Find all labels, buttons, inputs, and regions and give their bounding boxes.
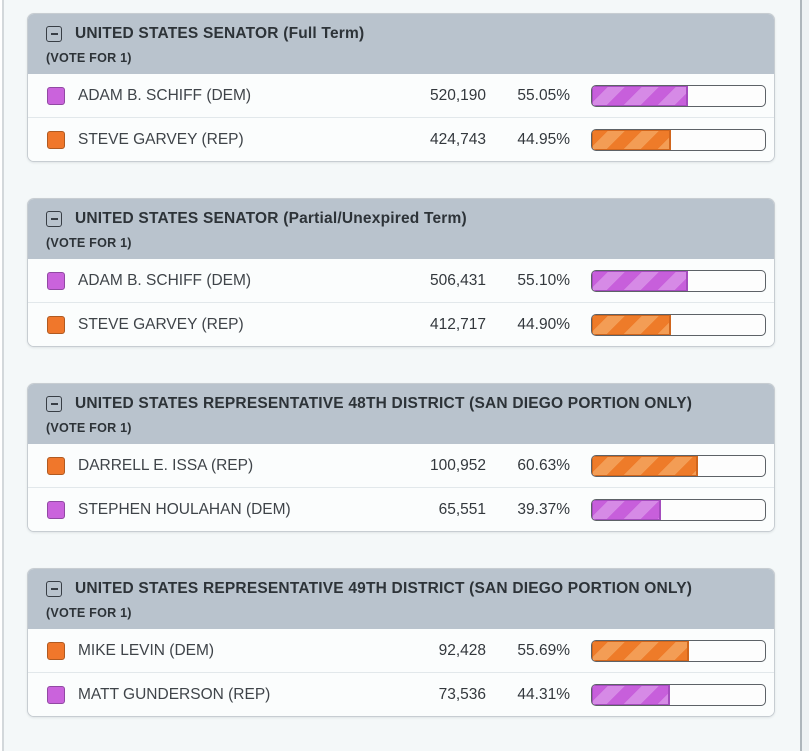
scrollbar-track[interactable] [800, 0, 809, 751]
vote-percent: 55.69% [517, 641, 570, 659]
vote-for-label: (VOTE FOR 1) [46, 606, 132, 620]
election-results-list: UNITED STATES SENATOR (Full Term) (VOTE … [27, 13, 775, 717]
vote-percent: 44.31% [517, 685, 570, 703]
candidate-rows: MIKE LEVIN (DEM) 92,428 55.69% MATT GUND… [28, 629, 774, 716]
collapse-minus-icon[interactable] [46, 581, 62, 597]
contest-title-line: UNITED STATES SENATOR (Partial/Unexpired… [46, 209, 762, 229]
candidate-color-swatch [47, 86, 65, 105]
contest-card: UNITED STATES SENATOR (Full Term) (VOTE … [27, 13, 775, 162]
vote-count: 100,952 [429, 456, 486, 474]
left-frame-line [2, 0, 4, 751]
result-progress-fill [592, 129, 671, 150]
result-progress-fill [592, 684, 670, 705]
result-progress-bar [591, 269, 766, 292]
candidate-row: STEPHEN HOULAHAN (DEM) 65,551 39.37% [28, 487, 774, 531]
vote-count: 73,536 [438, 685, 486, 703]
result-progress-fill [592, 640, 690, 661]
contest-header[interactable]: UNITED STATES SENATOR (Full Term) (VOTE … [28, 14, 774, 74]
contest-title-line: UNITED STATES SENATOR (Full Term) [46, 24, 762, 44]
candidate-color-swatch [47, 500, 65, 519]
result-progress-bar [591, 313, 766, 336]
vote-for-label: (VOTE FOR 1) [46, 421, 132, 435]
candidate-row: MIKE LEVIN (DEM) 92,428 55.69% [28, 629, 774, 672]
vote-percent: 44.95% [517, 130, 570, 148]
contest-title-line: UNITED STATES REPRESENTATIVE 48TH DISTRI… [46, 394, 762, 414]
candidate-name: ADAM B. SCHIFF (DEM) [78, 271, 252, 289]
result-progress-bar [591, 639, 766, 662]
result-progress-fill [592, 499, 662, 520]
result-progress-fill [592, 314, 671, 335]
contest-title: UNITED STATES REPRESENTATIVE 48TH DISTRI… [75, 395, 693, 412]
candidate-rows: ADAM B. SCHIFF (DEM) 520,190 55.05% STEV… [28, 74, 774, 161]
result-progress-bar [591, 498, 766, 521]
contest-card: UNITED STATES REPRESENTATIVE 48TH DISTRI… [27, 383, 775, 532]
result-progress-bar [591, 683, 766, 706]
candidate-rows: ADAM B. SCHIFF (DEM) 506,431 55.10% STEV… [28, 259, 774, 346]
candidate-row: ADAM B. SCHIFF (DEM) 506,431 55.10% [28, 259, 774, 302]
contest-title: UNITED STATES REPRESENTATIVE 49TH DISTRI… [75, 580, 693, 597]
vote-percent: 55.05% [517, 86, 570, 104]
contest-title: UNITED STATES SENATOR (Full Term) [75, 25, 365, 42]
candidate-name: STEVE GARVEY (REP) [78, 315, 244, 333]
vote-count: 92,428 [438, 641, 486, 659]
candidate-name: ADAM B. SCHIFF (DEM) [78, 86, 252, 104]
vote-percent: 44.90% [517, 315, 570, 333]
contest-card: UNITED STATES REPRESENTATIVE 49TH DISTRI… [27, 568, 775, 717]
candidate-color-swatch [47, 271, 65, 290]
vote-count: 412,717 [429, 315, 486, 333]
candidate-row: STEVE GARVEY (REP) 424,743 44.95% [28, 117, 774, 161]
candidate-color-swatch [47, 315, 65, 334]
candidate-row: MATT GUNDERSON (REP) 73,536 44.31% [28, 672, 774, 716]
candidate-name: DARRELL E. ISSA (REP) [78, 456, 254, 474]
candidate-color-swatch [47, 641, 65, 660]
collapse-minus-icon[interactable] [46, 26, 62, 42]
candidate-name: STEPHEN HOULAHAN (DEM) [78, 500, 291, 518]
result-progress-bar [591, 84, 766, 107]
candidate-color-swatch [47, 130, 65, 149]
vote-percent: 39.37% [517, 500, 570, 518]
result-progress-fill [592, 455, 698, 476]
contest-header[interactable]: UNITED STATES REPRESENTATIVE 48TH DISTRI… [28, 384, 774, 444]
candidate-rows: DARRELL E. ISSA (REP) 100,952 60.63% STE… [28, 444, 774, 531]
left-frame-edge [0, 0, 2, 751]
candidate-name: MATT GUNDERSON (REP) [78, 685, 271, 703]
collapse-minus-icon[interactable] [46, 396, 62, 412]
result-progress-bar [591, 454, 766, 477]
vote-count: 506,431 [429, 271, 486, 289]
contest-header[interactable]: UNITED STATES REPRESENTATIVE 49TH DISTRI… [28, 569, 774, 629]
collapse-minus-icon[interactable] [46, 211, 62, 227]
vote-count: 424,743 [429, 130, 486, 148]
candidate-color-swatch [47, 456, 65, 475]
contest-card: UNITED STATES SENATOR (Partial/Unexpired… [27, 198, 775, 347]
vote-percent: 60.63% [517, 456, 570, 474]
contest-header[interactable]: UNITED STATES SENATOR (Partial/Unexpired… [28, 199, 774, 259]
candidate-row: ADAM B. SCHIFF (DEM) 520,190 55.05% [28, 74, 774, 117]
candidate-row: STEVE GARVEY (REP) 412,717 44.90% [28, 302, 774, 346]
vote-percent: 55.10% [517, 271, 570, 289]
candidate-name: MIKE LEVIN (DEM) [78, 641, 215, 659]
candidate-color-swatch [47, 685, 65, 704]
result-progress-fill [592, 270, 689, 291]
candidate-name: STEVE GARVEY (REP) [78, 130, 244, 148]
candidate-row: DARRELL E. ISSA (REP) 100,952 60.63% [28, 444, 774, 487]
vote-for-label: (VOTE FOR 1) [46, 236, 132, 250]
contest-title-line: UNITED STATES REPRESENTATIVE 49TH DISTRI… [46, 579, 762, 599]
vote-count: 65,551 [438, 500, 486, 518]
vote-count: 520,190 [429, 86, 486, 104]
contest-title: UNITED STATES SENATOR (Partial/Unexpired… [75, 210, 467, 227]
result-progress-bar [591, 128, 766, 151]
vote-for-label: (VOTE FOR 1) [46, 51, 132, 65]
result-progress-fill [592, 85, 689, 106]
